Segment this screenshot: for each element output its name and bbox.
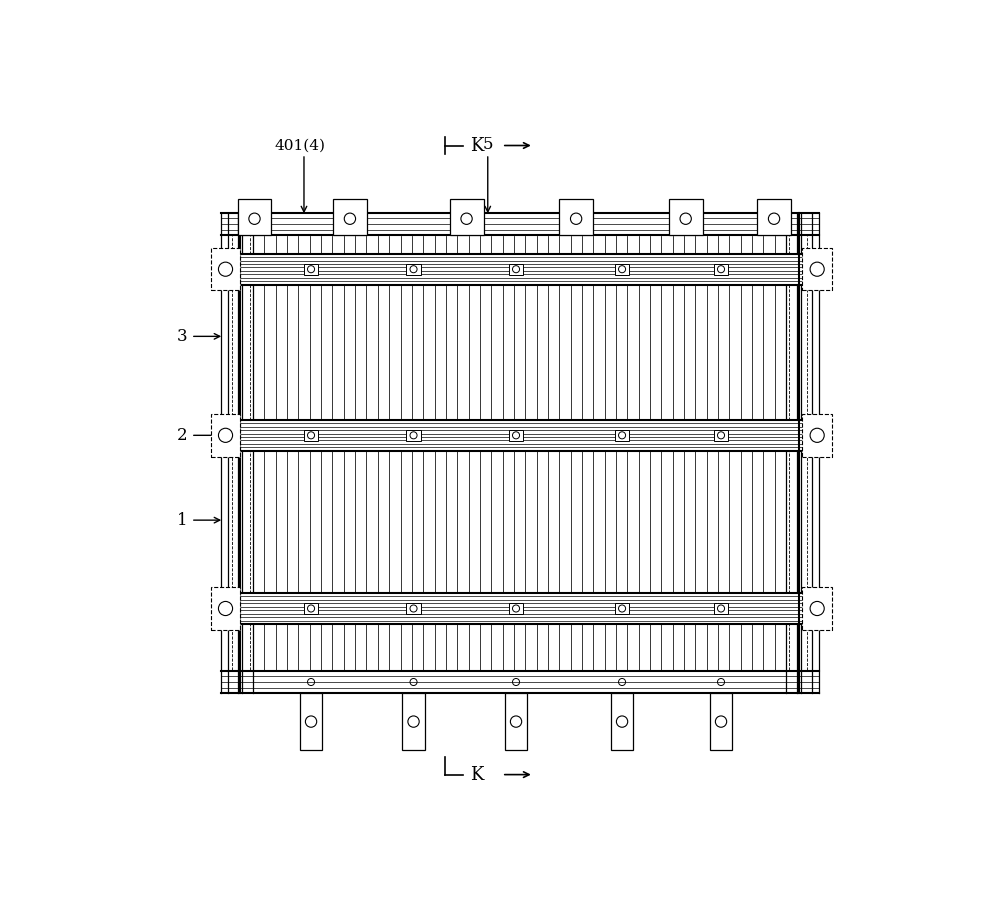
Bar	[669, 198, 703, 235]
Bar	[710, 693, 732, 750]
Bar	[406, 603, 421, 614]
Bar	[211, 414, 240, 456]
Bar	[714, 263, 728, 274]
Bar	[221, 593, 819, 624]
Bar	[211, 248, 240, 290]
Bar	[802, 414, 832, 456]
Bar	[757, 198, 791, 235]
Bar	[559, 198, 593, 235]
Bar	[221, 253, 819, 285]
Bar	[714, 603, 728, 614]
Bar	[402, 693, 425, 750]
Bar	[304, 603, 318, 614]
Bar	[211, 588, 240, 630]
Bar	[304, 430, 318, 441]
Text: 2: 2	[177, 427, 187, 443]
Text: 401(4): 401(4)	[275, 139, 326, 152]
Text: 3: 3	[177, 328, 187, 345]
Bar	[714, 430, 728, 441]
Bar	[406, 430, 421, 441]
Bar	[505, 693, 527, 750]
Bar	[615, 430, 629, 441]
Bar	[238, 198, 271, 235]
Bar	[304, 263, 318, 274]
Bar	[615, 263, 629, 274]
Text: K: K	[470, 137, 483, 154]
Text: 5: 5	[483, 136, 493, 152]
Bar	[300, 693, 322, 750]
Bar	[802, 588, 832, 630]
Bar	[333, 198, 367, 235]
Bar	[450, 198, 484, 235]
Text: 1: 1	[177, 511, 187, 529]
Text: K: K	[470, 766, 483, 784]
Bar	[802, 248, 832, 290]
Bar	[509, 263, 523, 274]
Bar	[221, 420, 819, 451]
Bar	[615, 603, 629, 614]
Bar	[611, 693, 633, 750]
Bar	[509, 603, 523, 614]
Bar	[406, 263, 421, 274]
Bar	[509, 430, 523, 441]
